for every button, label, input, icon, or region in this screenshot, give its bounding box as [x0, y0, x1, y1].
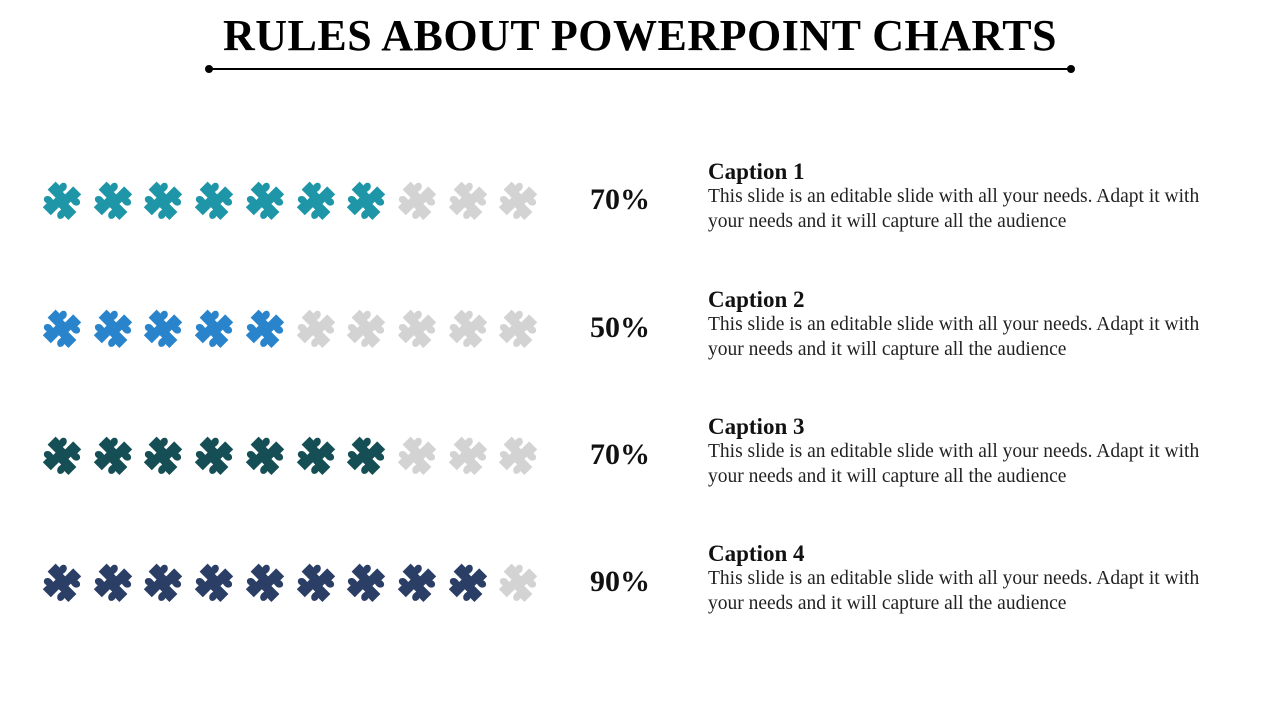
chart-row: 90% Caption 4 This slide is an editable … [0, 541, 1280, 668]
caption-title: Caption 4 [708, 541, 805, 566]
puzzle-piece-icon-empty [292, 304, 340, 352]
percent-label: 50% [590, 311, 650, 344]
puzzle-pieces-row [38, 558, 548, 608]
puzzle-piece-icon-filled [342, 431, 390, 479]
percent-label: 70% [590, 438, 650, 471]
puzzle-piece-icon-filled [393, 558, 441, 606]
puzzle-piece-icon-empty [342, 304, 390, 352]
caption-title: Caption 2 [708, 287, 805, 312]
puzzle-piece-icon-filled [190, 558, 238, 606]
puzzle-piece-icon-filled [241, 558, 289, 606]
puzzle-pieces-row [38, 431, 548, 481]
puzzle-piece-icon-filled [241, 304, 289, 352]
puzzle-piece-icon-empty [444, 431, 492, 479]
puzzle-piece-icon-empty [393, 176, 441, 224]
puzzle-piece-icon-filled [241, 431, 289, 479]
puzzle-piece-icon-empty [494, 304, 542, 352]
title-underline [205, 65, 1075, 73]
puzzle-piece-icon-filled [342, 558, 390, 606]
puzzle-piece-icon-filled [38, 431, 86, 479]
puzzle-piece-icon-empty [444, 176, 492, 224]
puzzle-piece-icon-filled [89, 176, 137, 224]
puzzle-piece-icon-filled [139, 431, 187, 479]
puzzle-piece-icon-empty [393, 304, 441, 352]
caption-text: This slide is an editable slide with all… [708, 568, 1200, 614]
puzzle-piece-icon-filled [190, 304, 238, 352]
puzzle-piece-icon-filled [241, 176, 289, 224]
puzzle-piece-icon-filled [38, 176, 86, 224]
puzzle-piece-icon-filled [292, 558, 340, 606]
chart-row: 50% Caption 2 This slide is an editable … [0, 287, 1280, 414]
puzzle-piece-icon-filled [89, 304, 137, 352]
caption-text: This slide is an editable slide with all… [708, 186, 1200, 232]
underline-right-dot [1067, 65, 1075, 73]
chart-row: 70% Caption 1 This slide is an editable … [0, 159, 1280, 286]
puzzle-piece-icon-empty [494, 176, 542, 224]
puzzle-piece-icon-filled [444, 558, 492, 606]
puzzle-piece-icon-filled [292, 431, 340, 479]
puzzle-piece-icon-empty [393, 431, 441, 479]
puzzle-piece-icon-empty [494, 431, 542, 479]
caption-title: Caption 3 [708, 414, 805, 439]
caption-text: This slide is an editable slide with all… [708, 441, 1200, 487]
puzzle-piece-icon-filled [139, 304, 187, 352]
caption-text: This slide is an editable slide with all… [708, 314, 1200, 360]
puzzle-piece-icon-filled [342, 176, 390, 224]
puzzle-piece-icon-filled [190, 176, 238, 224]
puzzle-piece-icon-filled [38, 558, 86, 606]
puzzle-piece-icon-empty [444, 304, 492, 352]
underline-left-dot [205, 65, 213, 73]
percent-label: 90% [590, 565, 650, 598]
puzzle-piece-icon-filled [292, 176, 340, 224]
puzzle-piece-icon-filled [139, 558, 187, 606]
puzzle-piece-icon-filled [89, 558, 137, 606]
chart-row: 70% Caption 3 This slide is an editable … [0, 414, 1280, 541]
puzzle-pieces-row [38, 176, 548, 226]
percent-label: 70% [590, 183, 650, 216]
puzzle-piece-icon-filled [89, 431, 137, 479]
slide-title: RULES ABOUT POWERPOINT CHARTS [222, 11, 1058, 60]
puzzle-piece-icon-filled [38, 304, 86, 352]
puzzle-piece-icon-empty [494, 558, 542, 606]
caption-title: Caption 1 [708, 159, 805, 184]
puzzle-piece-icon-filled [139, 176, 187, 224]
puzzle-pieces-row [38, 304, 548, 354]
puzzle-piece-icon-filled [190, 431, 238, 479]
